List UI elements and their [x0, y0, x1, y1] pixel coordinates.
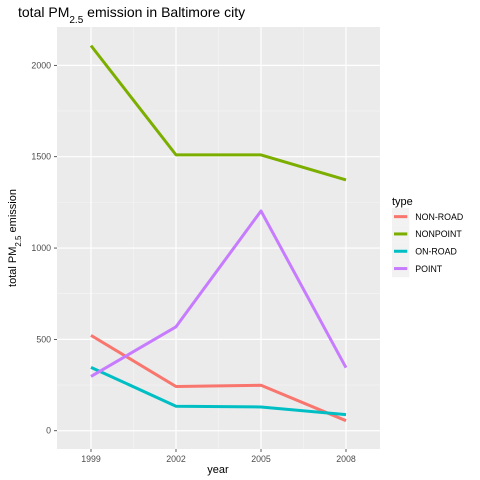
y-tick-label: 0 — [46, 426, 51, 436]
series-lines — [89, 44, 348, 423]
legend-item-non-road: NON-ROAD — [392, 208, 463, 226]
legend-item-nonpoint: NONPOINT — [392, 225, 462, 243]
axis-ticks — [54, 64, 347, 452]
series-line-nonpoint — [89, 44, 347, 182]
tick-labels: 0 500 1000 1500 2000 1999 2002 2005 2008 — [31, 60, 355, 464]
y-tick-label: 500 — [36, 334, 51, 344]
x-tick-label: 1999 — [81, 454, 101, 464]
x-tick-label: 2005 — [251, 454, 271, 464]
y-axis-label: total PM2.5 emission — [7, 189, 23, 287]
x-tick-label: 2002 — [166, 454, 186, 464]
legend-label: NONPOINT — [415, 229, 462, 239]
series-line-non-road — [90, 334, 347, 423]
series-line-point — [90, 209, 348, 378]
chart-title-main: total PM — [18, 4, 69, 20]
x-axis-label: year — [207, 464, 229, 476]
y-tick-label: 1500 — [31, 152, 51, 162]
y-axis-label-main: total PM — [7, 247, 19, 287]
minor-gridlines — [57, 27, 380, 449]
legend-label: ON-ROAD — [415, 246, 457, 256]
legend-item-point: POINT — [392, 259, 443, 278]
chart-title: total PM2.5 emission in Baltimore city — [18, 4, 245, 26]
legend-label: NON-ROAD — [415, 212, 463, 222]
legend: type NON-ROAD NONPOINT ON-ROAD POINT — [392, 196, 463, 278]
y-tick-label: 2000 — [31, 60, 51, 70]
x-tick-label: 2008 — [336, 454, 356, 464]
major-gridlines — [57, 27, 380, 449]
legend-item-on-road: ON-ROAD — [392, 242, 457, 260]
legend-title: type — [392, 196, 413, 208]
chart-title-subscript: 2.5 — [69, 15, 83, 26]
series-line-on-road — [90, 365, 347, 417]
y-axis-label-subscript: 2.5 — [14, 235, 23, 247]
legend-label: POINT — [415, 264, 443, 274]
chart-title-rest: emission in Baltimore city — [83, 4, 245, 20]
y-tick-label: 1000 — [31, 243, 51, 253]
y-axis-label-rest: emission — [7, 189, 19, 235]
